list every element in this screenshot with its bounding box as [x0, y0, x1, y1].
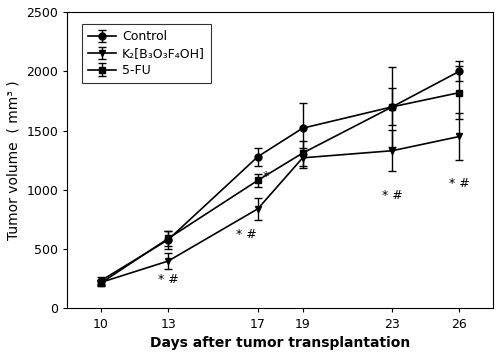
Text: * #: * # [158, 273, 178, 286]
Y-axis label: Tumor volume  ( mm³ ): Tumor volume ( mm³ ) [7, 80, 21, 240]
Legend: Control, K₂[B₃O₃F₄OH], 5-FU: Control, K₂[B₃O₃F₄OH], 5-FU [82, 24, 212, 83]
X-axis label: Days after tumor transplantation: Days after tumor transplantation [150, 336, 410, 350]
Text: * #: * # [236, 228, 257, 241]
Text: * #: * # [382, 189, 402, 202]
Text: * #: * # [449, 177, 470, 190]
Text: *: * [262, 170, 269, 183]
